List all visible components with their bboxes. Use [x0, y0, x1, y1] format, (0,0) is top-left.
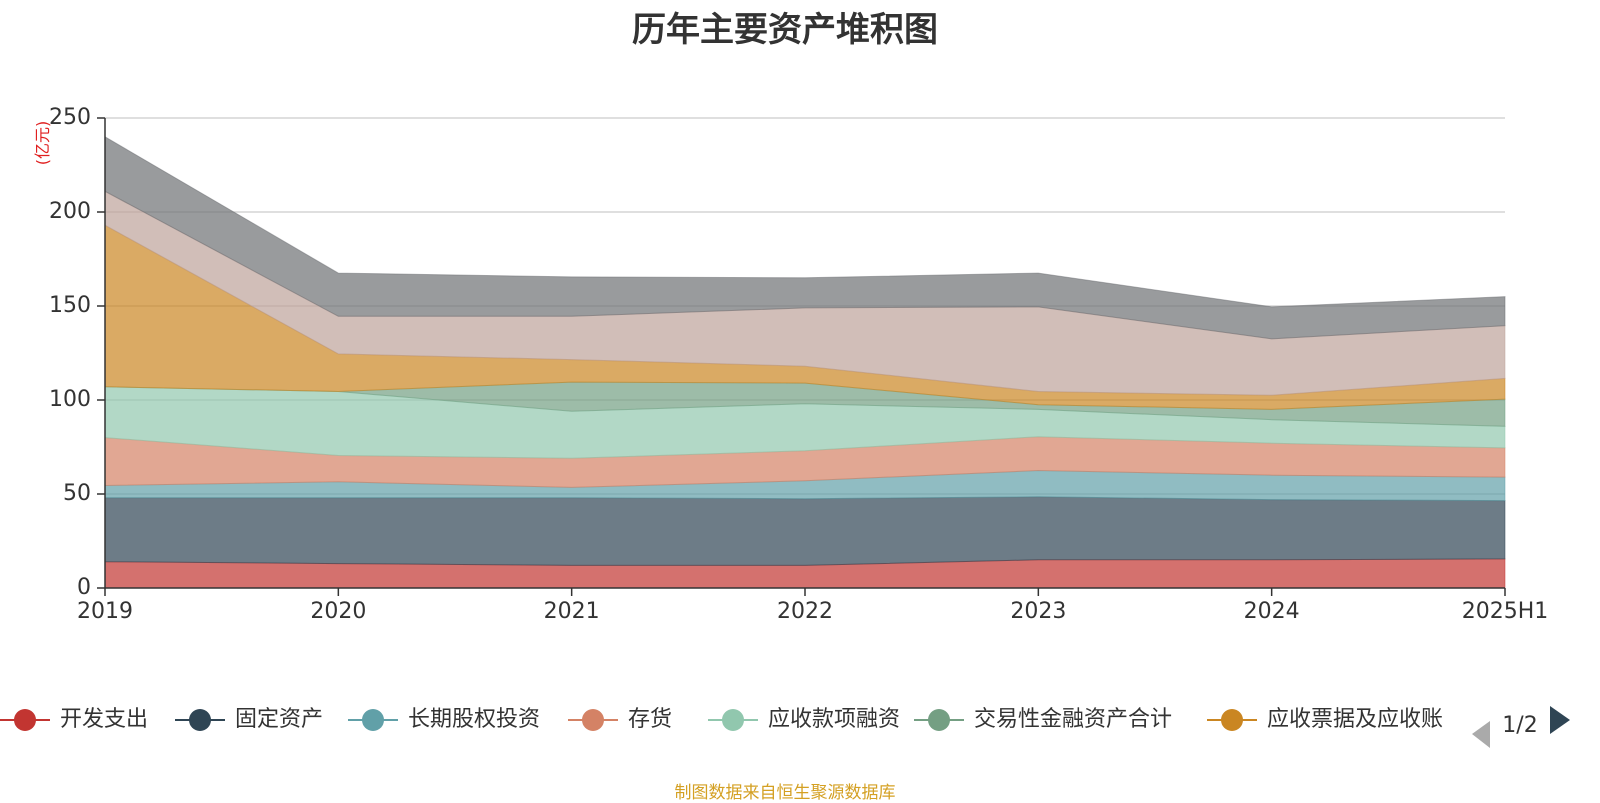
legend-item[interactable]: 开发支出: [0, 707, 148, 732]
legend-marker: [722, 709, 744, 731]
legend-label: 长期股权投资: [408, 707, 540, 732]
y-tick-label: 50: [63, 481, 91, 506]
legend-marker: [582, 709, 604, 731]
legend-item[interactable]: 应收票据及应收账: [1207, 707, 1443, 732]
legend-prev-icon[interactable]: [1472, 721, 1490, 748]
stacked-areas: [104, 135, 1506, 589]
legend-marker: [362, 709, 384, 731]
legend-item[interactable]: 存货: [568, 707, 672, 732]
legend-page-indicator: 1/2: [1502, 713, 1537, 738]
y-tick-label: 150: [49, 293, 91, 318]
legend[interactable]: 开发支出 固定资产 长期股权投资 存货 应收款项融资 交易性金融资产合计 应收票据及应收账: [0, 707, 1443, 732]
legend-marker: [189, 709, 211, 731]
x-tick-label: 2021: [544, 599, 600, 624]
legend-label: 应收款项融资: [768, 707, 900, 732]
legend-marker: [928, 709, 950, 731]
legend-label: 交易性金融资产合计: [974, 707, 1172, 732]
area-series-2: [104, 496, 1506, 566]
legend-label: 固定资产: [235, 707, 323, 732]
x-tick-label: 2023: [1010, 599, 1066, 624]
y-tick-label: 100: [49, 387, 91, 412]
legend-label: 存货: [628, 707, 672, 732]
axes: 0 50 100 150 200 250 2019 2020 2021 2022 2023 2024 2…: [49, 105, 1548, 624]
legend-label: 应收票据及应收账: [1267, 707, 1443, 732]
legend-item[interactable]: 交易性金融资产合计: [914, 707, 1172, 732]
legend-item[interactable]: 固定资产: [175, 707, 323, 732]
y-tick-label: 250: [49, 105, 91, 130]
x-tick-label: 2025H1: [1462, 599, 1549, 624]
chart-title: 历年主要资产堆积图: [632, 10, 938, 50]
source-note: 制图数据来自恒生聚源数据库: [674, 783, 896, 803]
x-tick-label: 2022: [777, 599, 833, 624]
legend-item[interactable]: 长期股权投资: [348, 707, 540, 732]
legend-item[interactable]: 应收款项融资: [708, 707, 900, 732]
legend-pager[interactable]: 1/2: [1472, 706, 1570, 748]
y-tick-label: 200: [49, 199, 91, 224]
legend-marker: [14, 709, 36, 731]
x-tick-label: 2020: [310, 599, 366, 624]
y-tick-label: 0: [77, 575, 91, 600]
y-axis-unit-label: (亿元): [33, 121, 52, 166]
legend-label: 开发支出: [60, 707, 148, 732]
legend-next-icon[interactable]: [1550, 706, 1570, 734]
x-tick-label: 2024: [1244, 599, 1300, 624]
area-series-9: [104, 135, 1506, 340]
x-tick-label: 2019: [77, 599, 133, 624]
legend-marker: [1221, 709, 1243, 731]
